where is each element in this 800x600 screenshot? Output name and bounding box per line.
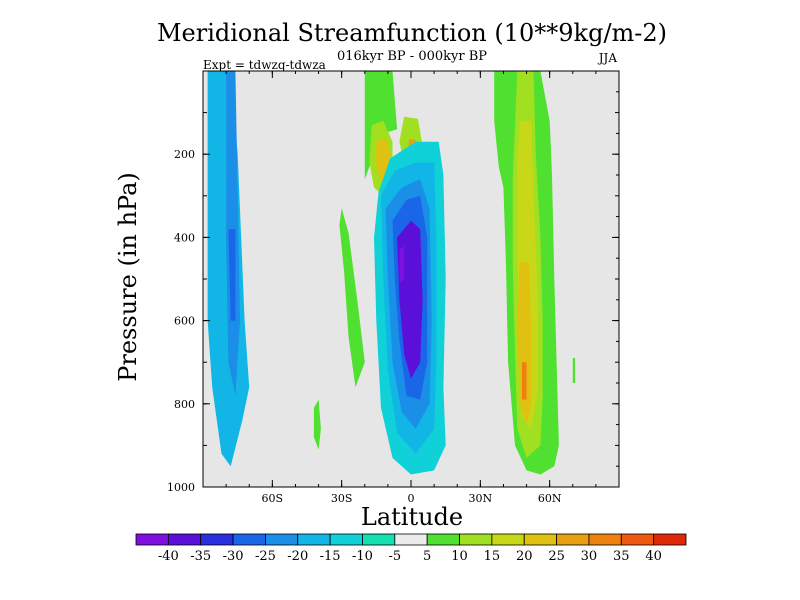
contour-region [517,262,532,425]
x-tick-label: 30N [469,492,493,505]
contour-region [339,208,365,388]
x-tick-label: 60N [538,492,562,505]
contour-region [228,229,236,321]
colorbar-swatch [297,533,331,546]
x-tick-label: 30S [331,492,353,505]
colorbar-swatch [329,533,363,546]
colorbar-swatch [394,533,428,546]
colorbar-swatch [265,533,299,546]
colorbar-label: 5 [423,549,431,564]
colorbar-swatch [588,533,622,546]
chart-title: Meridional Streamfunction (10**9kg/m-2) [157,19,667,47]
y-tick-label: 400 [174,231,195,244]
colorbar-label: -35 [190,549,211,564]
y-tick-label: 600 [174,315,195,328]
chart-subtitle: 016kyr BP - 000kyr BP [337,49,487,64]
contour-region [572,358,576,383]
colorbar-label: -25 [255,549,276,564]
colorbar-swatch [653,533,687,546]
colorbar-label: -40 [158,549,179,564]
colorbar-swatch [491,533,525,546]
experiment-label: Expt = tdwzq-tdwza [203,58,326,72]
colorbar-swatch [523,533,557,546]
colorbar-label: -10 [352,549,373,564]
colorbar-label: 35 [613,549,630,564]
colorbar-label: 20 [516,549,533,564]
contour-region [521,362,527,400]
colorbar-swatch [620,533,655,546]
colorbar-swatch [362,533,396,546]
contour-region [399,245,405,284]
colorbar-label: 15 [484,549,501,564]
colorbar-swatch [426,533,460,546]
x-tick-label: 0 [408,492,415,505]
season-label: JJA [597,51,618,65]
y-tick-label: 800 [174,398,195,411]
y-tick-label: 1000 [167,481,195,494]
colorbar-label: 10 [451,549,468,564]
colorbar-swatch [459,533,493,546]
x-tick-label: 60S [262,492,284,505]
y-axis-title: Pressure (in hPa) [114,172,142,382]
colorbar-swatch [556,533,590,546]
colorbar-label: 25 [548,549,565,564]
colorbar-label: 30 [581,549,598,564]
colorbar-label: -5 [388,549,401,564]
colorbar-label: 40 [645,549,662,564]
x-axis-title: Latitude [361,503,463,531]
y-tick-label: 200 [174,148,195,161]
colorbar-label: -15 [320,549,341,564]
colorbar-label: -30 [223,549,244,564]
colorbar-swatch [167,533,202,546]
colorbar-swatch [232,533,266,546]
contour-region [313,399,321,450]
colorbar-label: -20 [287,549,308,564]
colorbar-swatch [200,533,234,546]
colorbar-swatch [135,533,169,546]
